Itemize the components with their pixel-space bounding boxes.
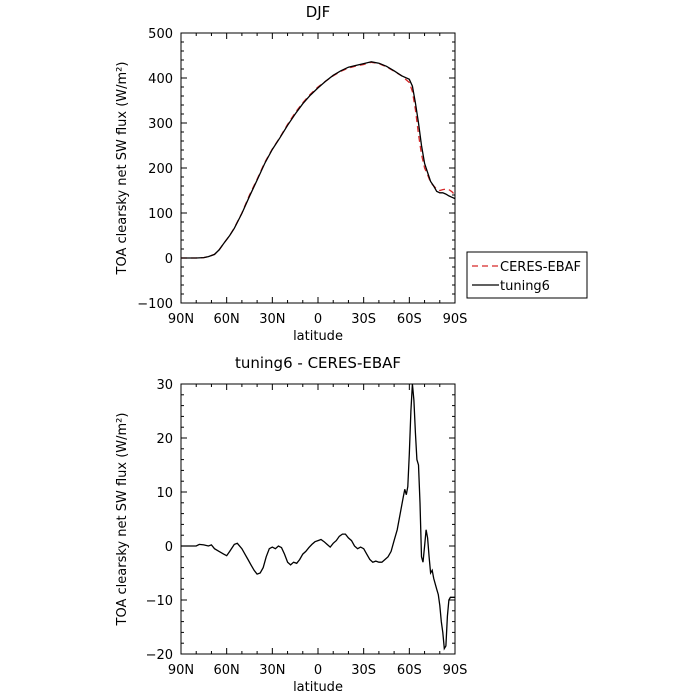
flux-chart-panel: DJF 90N 60N 30N 0 30S 60S 90S −100 0 100 200 300 400 5… <box>115 3 588 344</box>
y-tick-label: −10 <box>146 594 173 609</box>
y-tick-label: 0 <box>165 252 173 267</box>
chart-title: tuning6 - CERES-EBAF <box>235 354 401 372</box>
x-tick-label: 30N <box>259 312 285 327</box>
y-tick-label: 10 <box>156 486 173 501</box>
x-tick-label: 30S <box>351 312 376 327</box>
x-tick-label: 0 <box>314 663 322 678</box>
y-tick-label: −20 <box>146 648 173 663</box>
series-line-difference <box>181 384 455 651</box>
x-tick-label: 30S <box>351 663 376 678</box>
y-axis-label: TOA clearsky net SW flux (W/m²) <box>115 62 130 276</box>
x-tick-label: 90N <box>168 312 194 327</box>
y-tick-label: 0 <box>165 540 173 555</box>
y-tick-label: −100 <box>137 297 173 312</box>
x-tick-label: 0 <box>314 312 322 327</box>
y-axis-label: TOA clearsky net SW flux (W/m²) <box>115 413 130 627</box>
y-tick-label: 30 <box>156 378 173 393</box>
y-tick-label: 400 <box>148 72 173 87</box>
x-tick-label: 60N <box>214 663 240 678</box>
legend-box <box>466 251 588 299</box>
plot-frame <box>180 32 456 304</box>
chart-title: DJF <box>306 3 331 21</box>
x-tick-label: 30N <box>259 663 285 678</box>
x-tick-label: 60N <box>214 312 240 327</box>
x-tick-label: 90S <box>443 663 468 678</box>
y-tick-label: 300 <box>148 117 173 132</box>
difference-chart-panel: tuning6 - CERES-EBAF 90N 60N 30N 0 30S 60S 90S −… <box>115 354 467 695</box>
legend-label: CERES-EBAF <box>500 260 581 275</box>
x-tick-label: 90S <box>443 312 468 327</box>
x-tick-label: 60S <box>397 312 422 327</box>
y-tick-label: 100 <box>148 207 173 222</box>
x-tick-label: 90N <box>168 663 194 678</box>
legend: CERES-EBAF tuning6 <box>466 251 588 299</box>
plot-frame <box>180 383 456 655</box>
y-tick-label: 200 <box>148 162 173 177</box>
series-line-tuning6 <box>181 61 455 259</box>
x-tick-label: 60S <box>397 663 422 678</box>
x-axis-label: latitude <box>293 680 343 695</box>
y-tick-label: 20 <box>156 432 173 447</box>
x-axis-label: latitude <box>293 329 343 344</box>
legend-label: tuning6 <box>500 279 550 294</box>
y-tick-label: 500 <box>148 27 173 42</box>
